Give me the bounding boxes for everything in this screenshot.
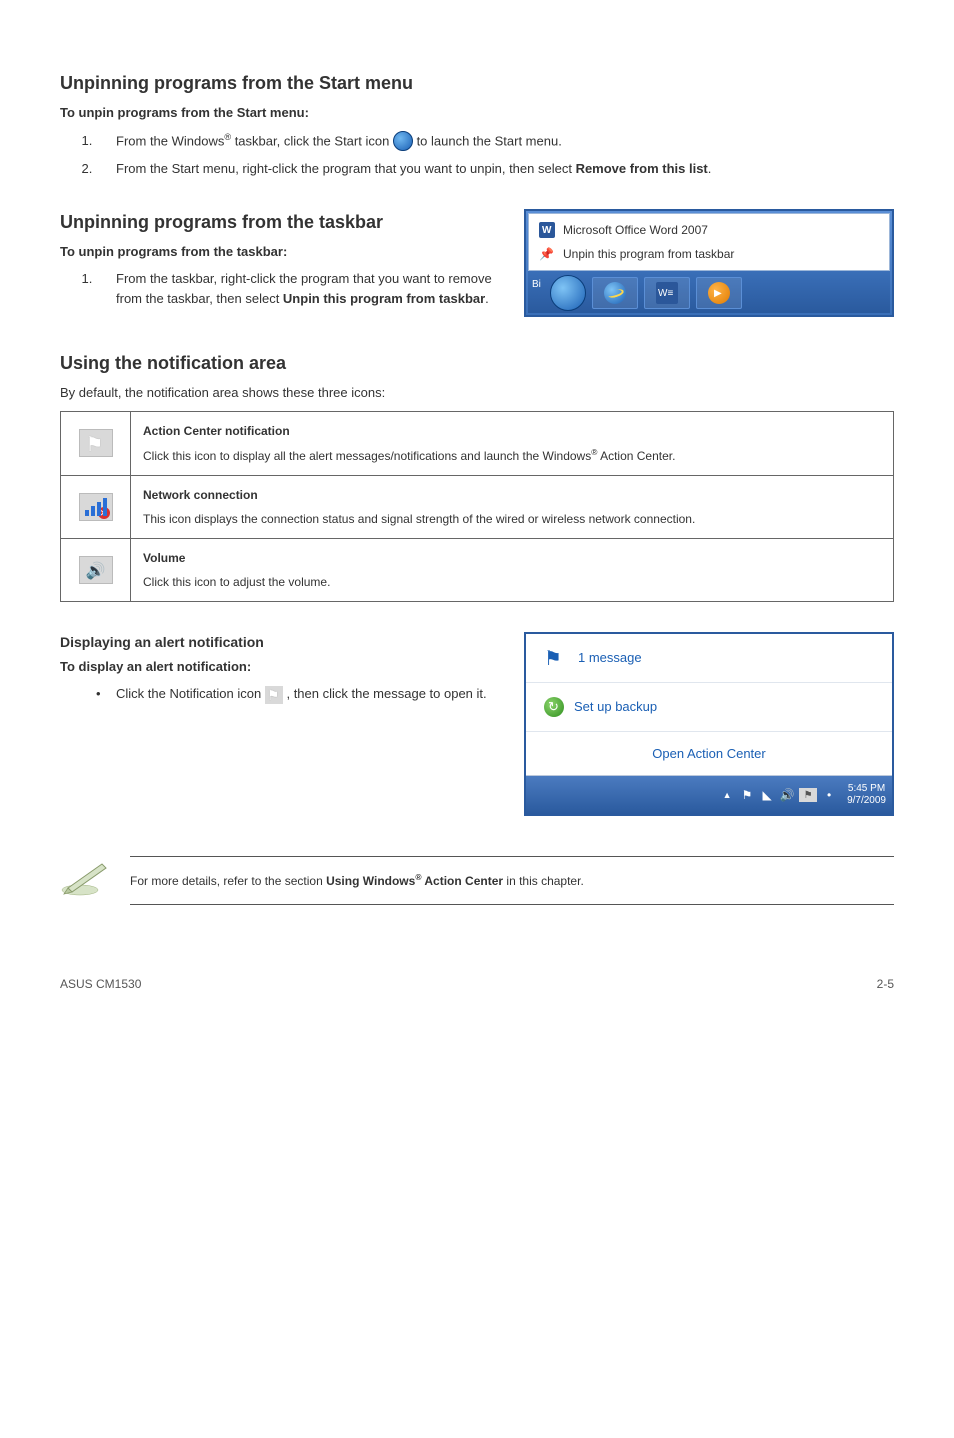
step-2: From the Start menu, right-click the pro… (96, 159, 894, 179)
taskbar-ie (592, 277, 638, 309)
popup-flag-icon (544, 648, 568, 668)
network-icon (79, 493, 113, 521)
table-row: Network connection This icon displays th… (61, 475, 894, 538)
section-display-alert: Displaying an alert notification To disp… (60, 632, 894, 817)
steps-unpin-start: From the Windows® taskbar, click the Sta… (60, 131, 894, 179)
bullet-item: Click the Notification icon , then click… (96, 684, 504, 704)
pencil-icon (60, 858, 110, 904)
section-unpin-taskbar: Unpinning programs from the taskbar To u… (60, 209, 894, 321)
subtitle-unpin-start: To unpin programs from the Start menu: (60, 103, 894, 123)
tray-flag-icon: ⚑ (739, 787, 755, 803)
desc-cell-network: Network connection This icon displays th… (131, 475, 894, 538)
icon-cell-action-center (61, 411, 131, 475)
backup-icon (544, 697, 564, 717)
tray-notif-icon: ⚑ (799, 788, 817, 802)
popup-message-row: 1 message (526, 634, 892, 683)
desc-cell-action-center: Action Center notification Click this ic… (131, 411, 894, 475)
notification-popup-screenshot: 1 message Set up backup Open Action Cent… (524, 632, 894, 817)
steps-unpin-taskbar: From the taskbar, right-click the progra… (60, 269, 504, 308)
tray-expand-icon: ▲ (719, 787, 735, 803)
start-orb-icon (393, 131, 413, 151)
action-center-icon (79, 429, 113, 457)
section-notification-area: Using the notification area By default, … (60, 350, 894, 602)
start-button-icon (550, 275, 586, 311)
page-footer: ASUS CM1530 2-5 (60, 975, 894, 993)
tray-misc-icon: • (821, 787, 837, 803)
desc-cell-volume: Volume Click this icon to adjust the vol… (131, 538, 894, 601)
table-row: Action Center notification Click this ic… (61, 411, 894, 475)
icon-cell-volume (61, 538, 131, 601)
tray-clock: 5:45 PM 9/7/2009 (847, 783, 886, 807)
menu-item-unpin: Unpin this program from taskbar (529, 242, 889, 266)
subtitle-display-alert: To display an alert notification: (60, 657, 504, 677)
heading-unpin-taskbar: Unpinning programs from the taskbar (60, 209, 504, 236)
taskbar-word (644, 277, 690, 309)
word-taskbar-icon (656, 282, 678, 304)
icon-cell-network (61, 475, 131, 538)
popup-open-center: Open Action Center (526, 732, 892, 777)
popup-backup-row: Set up backup (526, 683, 892, 732)
table-row: Volume Click this icon to adjust the vol… (61, 538, 894, 601)
context-menu-screenshot: Microsoft Office Word 2007 Unpin this pr… (524, 209, 894, 317)
step-taskbar-1: From the taskbar, right-click the progra… (96, 269, 504, 308)
unpin-icon (539, 246, 555, 262)
bullet-display-alert: Click the Notification icon , then click… (60, 684, 504, 704)
word-icon (539, 222, 555, 238)
ie-icon (604, 282, 626, 304)
menu-item-word: Microsoft Office Word 2007 (529, 218, 889, 242)
tray-volume-icon: 🔊 (779, 787, 795, 803)
taskbar-wmp (696, 277, 742, 309)
intro-notification-area: By default, the notification area shows … (60, 383, 894, 403)
heading-notification-area: Using the notification area (60, 350, 894, 377)
tray-network-icon: ◣ (759, 787, 775, 803)
note-text: For more details, refer to the section U… (130, 856, 894, 905)
footer-left: ASUS CM1530 (60, 975, 141, 993)
subtitle-unpin-taskbar: To unpin programs from the taskbar: (60, 242, 504, 262)
notification-flag-icon (265, 686, 283, 704)
taskbar-strip: Bi (528, 271, 890, 313)
note-box: For more details, refer to the section U… (60, 846, 894, 915)
heading-display-alert: Displaying an alert notification (60, 632, 504, 653)
volume-icon (79, 556, 113, 584)
heading-unpin-start: Unpinning programs from the Start menu (60, 70, 894, 97)
step-1: From the Windows® taskbar, click the Sta… (96, 131, 894, 152)
popup-taskbar: ▲ ⚑ ◣ 🔊 ⚑ • 5:45 PM 9/7/2009 (526, 776, 892, 814)
section-unpin-start: Unpinning programs from the Start menu T… (60, 70, 894, 179)
notification-table: Action Center notification Click this ic… (60, 411, 894, 602)
network-x-icon (98, 507, 110, 519)
wmp-icon (708, 282, 730, 304)
footer-right: 2-5 (877, 975, 894, 993)
